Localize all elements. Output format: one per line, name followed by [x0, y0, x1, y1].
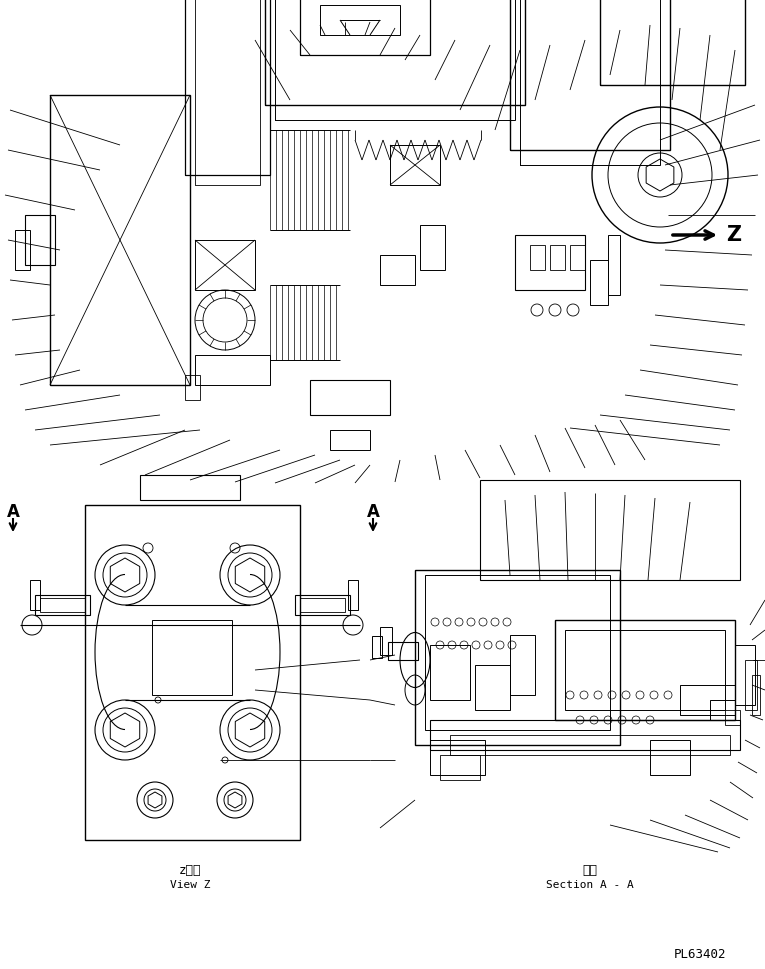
Bar — [380, 627, 392, 655]
Bar — [50, 95, 190, 385]
Bar — [565, 630, 725, 710]
Bar — [480, 480, 740, 580]
Text: A: A — [366, 503, 379, 521]
Bar — [300, 598, 345, 612]
Bar — [420, 225, 445, 270]
Bar — [30, 580, 40, 610]
Bar — [40, 598, 85, 612]
Bar — [348, 580, 358, 610]
Bar — [752, 675, 760, 715]
Bar — [185, 375, 200, 400]
Bar — [570, 245, 585, 270]
Bar — [510, 0, 670, 150]
Text: Section A - A: Section A - A — [546, 880, 634, 890]
Bar — [430, 645, 470, 700]
Bar — [475, 665, 510, 710]
Bar — [25, 215, 55, 265]
Bar — [300, 0, 430, 55]
Bar — [85, 505, 300, 840]
Bar — [520, 0, 660, 165]
Bar — [425, 575, 610, 730]
Text: View Z: View Z — [170, 880, 210, 890]
Bar — [745, 660, 757, 710]
Bar — [195, 0, 260, 185]
Bar — [710, 700, 735, 720]
Bar — [35, 595, 90, 615]
Bar — [140, 475, 240, 500]
Bar — [372, 636, 382, 658]
Bar — [320, 5, 400, 35]
Bar — [530, 245, 545, 270]
Text: A: A — [7, 503, 19, 521]
Bar — [735, 645, 755, 705]
Bar — [388, 642, 418, 660]
Bar — [430, 720, 740, 750]
Bar — [152, 620, 232, 695]
Bar — [265, 0, 525, 105]
Bar — [680, 685, 735, 715]
Bar — [275, 0, 515, 120]
Bar — [515, 235, 585, 290]
Bar — [450, 735, 730, 755]
Text: Z: Z — [726, 225, 741, 245]
Bar — [415, 570, 620, 745]
Bar — [555, 620, 735, 720]
Bar — [440, 755, 480, 780]
Bar — [310, 380, 390, 415]
Text: 断面: 断面 — [582, 863, 597, 877]
Bar — [15, 230, 30, 270]
Bar — [195, 240, 255, 290]
Text: z　視: z 視 — [179, 863, 201, 877]
Bar — [380, 255, 415, 285]
Bar — [390, 145, 440, 185]
Bar — [725, 710, 740, 725]
Bar — [550, 245, 565, 270]
Bar — [510, 635, 535, 695]
Bar — [608, 235, 620, 295]
Bar — [330, 430, 370, 450]
Bar — [185, 0, 270, 175]
Text: PL63402: PL63402 — [674, 949, 726, 961]
Bar — [600, 0, 745, 85]
Bar — [195, 355, 270, 385]
Bar — [430, 740, 485, 775]
Bar — [590, 260, 608, 305]
Bar — [295, 595, 350, 615]
Bar — [650, 740, 690, 775]
